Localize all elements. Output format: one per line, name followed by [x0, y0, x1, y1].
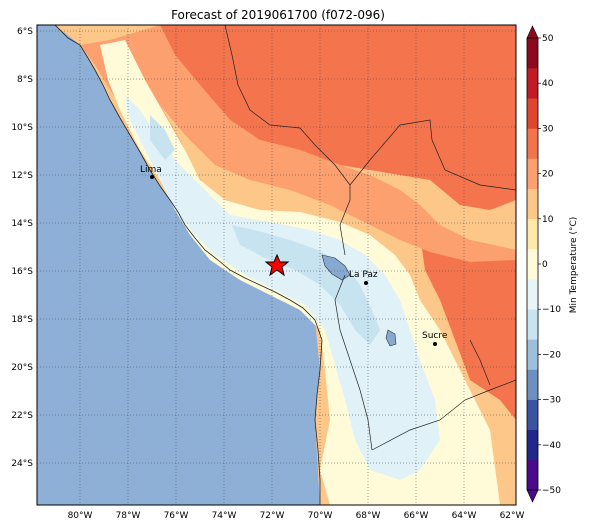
border-bolivia-chile — [334, 274, 373, 451]
border-brazil-paraguay — [469, 339, 491, 386]
colorbar: 50 40 30 20 10 0 −10 −20 −30 −40 −50 — [526, 25, 561, 503]
colorbar-segment — [527, 429, 538, 461]
city-dot-sucre — [433, 342, 437, 346]
land-very-warm — [160, 25, 516, 210]
border-bolivia-paraguay — [371, 379, 516, 451]
colorbar-tick-label: −20 — [542, 350, 561, 360]
colorbar-segment — [527, 98, 538, 129]
border-peru-brazil — [224, 25, 351, 256]
lon-label: 68°W — [356, 511, 381, 521]
lon-label: 62°W — [500, 511, 525, 521]
lat-label: 14°S — [11, 219, 33, 229]
colorbar-segment — [527, 68, 538, 99]
colorbar-segment — [527, 248, 538, 280]
colorbar-tick-label: 10 — [542, 215, 554, 225]
colorbar-segment — [527, 399, 538, 431]
colorbar-segment — [527, 279, 538, 310]
coastline — [54, 25, 323, 505]
colorbar-tick-label: 50 — [542, 34, 554, 44]
lon-label: 78°W — [116, 511, 141, 521]
colorbar-max-arrow — [526, 25, 539, 39]
lat-label: 6°S — [17, 27, 33, 37]
colorbar-segment — [527, 188, 538, 220]
lon-label: 72°W — [260, 511, 285, 521]
colorbar-segment — [527, 339, 538, 370]
colorbar-segment — [527, 128, 538, 159]
colorbar-tick-label: 20 — [542, 170, 554, 180]
colorbar-tick-label: −30 — [542, 396, 561, 406]
lon-label: 64°W — [452, 511, 477, 521]
lat-label: 16°S — [11, 267, 33, 277]
lat-labels: 6°S 8°S 10°S 12°S 14°S 16°S 18°S 20°S 22… — [11, 27, 33, 469]
lake-titicaca — [321, 254, 351, 281]
city-dot-lima — [150, 175, 154, 179]
map-title: Forecast of 2019061700 (f072-096) — [171, 8, 385, 22]
lat-label: 10°S — [11, 123, 33, 133]
lat-label: 12°S — [11, 171, 33, 181]
colorbar-tick-label: 40 — [542, 79, 554, 89]
lat-label: 20°S — [11, 363, 33, 373]
city-dot-la-paz — [364, 281, 368, 285]
lat-label: 18°S — [11, 315, 33, 325]
lat-label: 22°S — [11, 411, 33, 421]
colorbar-tick-label: 0 — [542, 260, 548, 270]
city-label-lima: Lima — [140, 165, 162, 175]
lat-label: 24°S — [11, 459, 33, 469]
colorbar-segment — [527, 218, 538, 250]
colorbar-tick-label: 30 — [542, 124, 554, 134]
red-star-icon — [264, 253, 290, 277]
colorbar-segment — [527, 369, 538, 400]
land-colder — [232, 225, 380, 345]
lon-labels: 80°W 78°W 76°W 74°W 72°W 70°W 68°W 66°W … — [68, 511, 525, 521]
lake-poopo — [385, 329, 397, 347]
land-warm — [110, 25, 516, 262]
city-label-sucre: Sucre — [422, 331, 448, 341]
land-cold — [125, 95, 440, 480]
colorbar-segment — [527, 38, 538, 69]
land-very-warm-east — [420, 235, 516, 420]
land-colder-2 — [150, 115, 175, 160]
city-label-la-paz: La Paz — [349, 270, 378, 280]
lat-label: 8°S — [17, 75, 33, 85]
colorbar-segment — [527, 459, 538, 491]
colorbar-tick-label: −50 — [542, 486, 561, 496]
lon-label: 80°W — [68, 511, 93, 521]
lon-label: 74°W — [212, 511, 237, 521]
colorbar-min-arrow — [526, 489, 539, 503]
colorbar-segment — [527, 309, 538, 340]
colorbar-tick-label: −40 — [542, 441, 561, 451]
lon-label: 66°W — [404, 511, 429, 521]
colorbar-segment — [527, 158, 538, 189]
colorbar-tick-label: −10 — [542, 305, 561, 315]
lon-label: 76°W — [164, 511, 189, 521]
border-bolivia-brazil — [349, 119, 516, 191]
map-frame — [36, 24, 517, 506]
lon-label: 70°W — [308, 511, 333, 521]
colorbar-label: Min Temperature (°C) — [569, 217, 579, 314]
